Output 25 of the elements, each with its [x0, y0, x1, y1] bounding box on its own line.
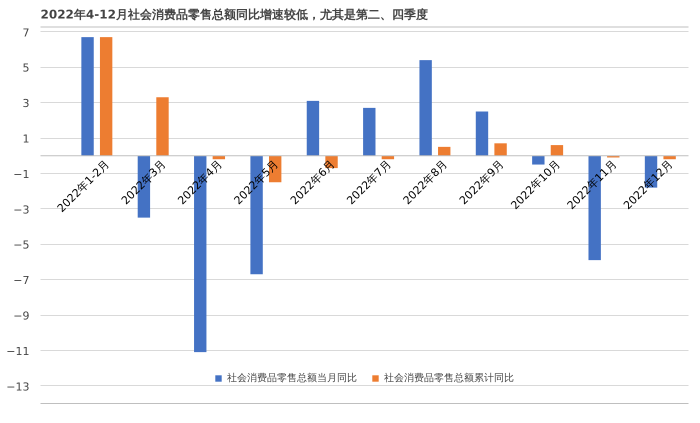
bar — [306, 100, 320, 156]
bar — [156, 97, 169, 156]
bar — [532, 156, 545, 165]
y-tick-label: 5 — [22, 62, 30, 75]
y-tick-label: −13 — [6, 380, 30, 394]
y-tick-label: −1 — [13, 168, 30, 181]
legend-label: 社会消费品零售总额当月同比 — [227, 372, 357, 385]
legend-label: 社会消费品零售总额累计同比 — [384, 372, 514, 385]
y-tick-label: 1 — [22, 132, 30, 146]
y-tick-label: −7 — [13, 274, 30, 288]
bar — [476, 111, 488, 156]
y-tick-label: −3 — [13, 203, 30, 216]
y-tick-label: −11 — [6, 344, 30, 358]
y-tick-label: 7 — [22, 26, 30, 40]
bar — [81, 37, 94, 156]
y-tick-label: −5 — [13, 238, 30, 252]
bar — [550, 145, 564, 156]
bar — [363, 108, 376, 156]
bar — [419, 60, 432, 156]
y-tick-label: −9 — [13, 310, 30, 322]
bar — [100, 37, 112, 156]
bar — [438, 146, 450, 156]
chart-title: 2022年4-12月社会消费品零售总额同比增速较低，尤其是第二、四季度 — [40, 8, 428, 22]
y-tick-label: 3 — [22, 97, 30, 110]
bar — [494, 143, 507, 156]
